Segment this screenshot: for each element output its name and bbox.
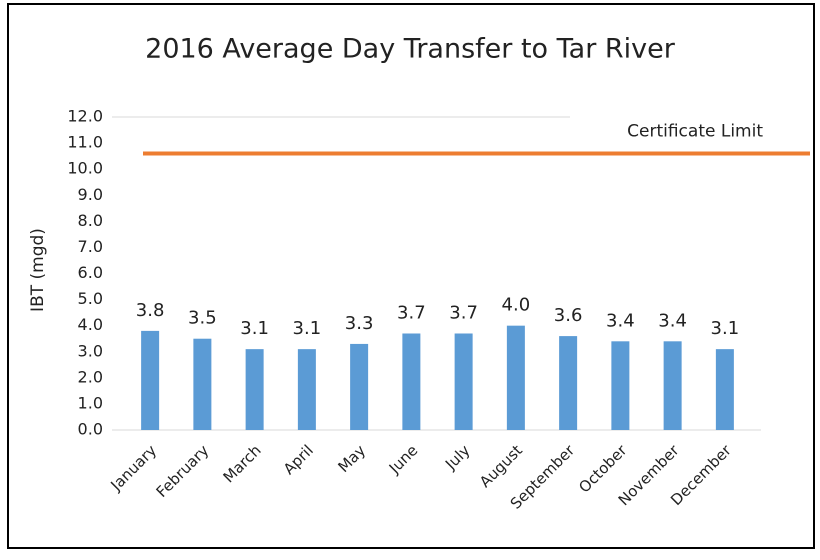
value-label: 3.1 xyxy=(240,318,269,339)
value-label: 3.7 xyxy=(449,302,478,323)
bar xyxy=(350,343,369,430)
bar xyxy=(193,338,212,430)
value-label: 3.1 xyxy=(711,318,740,339)
value-label: 3.5 xyxy=(188,308,217,329)
y-tick-label: 3.0 xyxy=(78,341,103,360)
value-label: 3.6 xyxy=(554,305,583,326)
y-tick-label: 9.0 xyxy=(78,185,103,204)
frame xyxy=(7,3,815,549)
value-label: 3.8 xyxy=(136,300,165,321)
bar xyxy=(611,341,630,430)
bar xyxy=(454,333,473,430)
y-tick-label: 6.0 xyxy=(78,263,103,282)
value-label: 3.7 xyxy=(397,302,426,323)
value-label: 4.0 xyxy=(502,295,531,316)
chart-title: 2016 Average Day Transfer to Tar River xyxy=(145,34,676,65)
y-tick-label: 4.0 xyxy=(78,315,103,334)
value-label: 3.4 xyxy=(658,310,687,331)
bar xyxy=(141,330,160,430)
y-tick-label: 1.0 xyxy=(78,393,103,412)
bar xyxy=(402,333,421,430)
y-tick-label: 8.0 xyxy=(78,211,103,230)
bar xyxy=(245,349,264,430)
bar xyxy=(663,341,682,430)
value-label: 3.1 xyxy=(293,318,322,339)
y-axis-label: IBT (mgd) xyxy=(28,228,48,312)
y-tick-label: 2.0 xyxy=(78,367,103,386)
y-tick-label: 0.0 xyxy=(78,420,103,439)
bar xyxy=(506,325,525,430)
reference-label: Certificate Limit xyxy=(627,122,763,142)
value-label: 3.3 xyxy=(345,313,374,334)
y-tick-label: 7.0 xyxy=(78,237,103,256)
y-tick-label: 11.0 xyxy=(67,133,103,152)
bar xyxy=(297,349,316,430)
y-tick-label: 10.0 xyxy=(67,159,103,178)
value-label: 3.4 xyxy=(606,310,635,331)
y-tick-label: 5.0 xyxy=(78,289,103,308)
y-tick-label: 12.0 xyxy=(67,107,103,126)
bar xyxy=(559,336,578,430)
bar xyxy=(715,349,734,430)
